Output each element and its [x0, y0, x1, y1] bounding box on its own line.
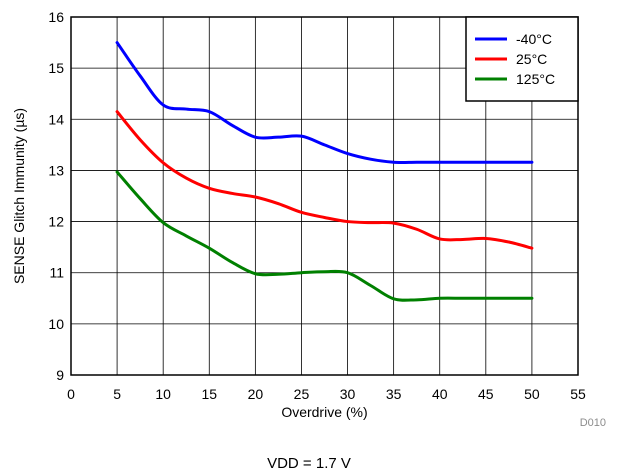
x-tick-label: 50	[524, 386, 540, 402]
series-line-minus40c	[115, 41, 534, 164]
legend: -40°C 25°C 125°C	[465, 16, 579, 102]
x-tick-label: 0	[67, 386, 75, 402]
x-tick-label: 35	[386, 386, 402, 402]
y-tick-label: 11	[49, 265, 64, 281]
y-tick-label: 12	[48, 214, 64, 230]
x-tick-label: 25	[294, 386, 310, 402]
series-line-25c	[115, 110, 534, 250]
legend-label-125c: 125°C	[516, 71, 555, 87]
x-tick-label: 5	[113, 386, 121, 402]
legend-label-25c: 25°C	[516, 51, 547, 67]
x-axis-title: Overdrive (%)	[281, 404, 367, 420]
x-tick-label: 30	[340, 386, 356, 402]
y-axis-title: SENSE Glitch Immunity (µs)	[11, 108, 27, 284]
series-line-125c	[115, 170, 534, 302]
x-tick-label: 15	[201, 386, 217, 402]
x-axis-ticks: 0 5 10 15 20 25 30 35 40 45 50 55	[67, 386, 586, 402]
x-tick-label: 55	[570, 386, 586, 402]
x-tick-label: 10	[155, 386, 171, 402]
plot-frame	[70, 16, 579, 376]
x-tick-label: 20	[248, 386, 264, 402]
figure-id: D010	[580, 417, 606, 429]
y-axis-ticks: 9 10 11 12 13 14 15 16	[48, 9, 64, 383]
series-lines	[115, 41, 534, 302]
legend-label-minus40c: -40°C	[516, 31, 552, 47]
y-tick-label: 13	[48, 162, 64, 178]
y-tick-label: 10	[48, 316, 64, 332]
y-tick-label: 9	[56, 367, 64, 383]
y-tick-label: 14	[48, 111, 64, 127]
x-tick-label: 45	[478, 386, 494, 402]
y-tick-label: 15	[48, 60, 64, 76]
y-tick-label: 16	[48, 9, 64, 25]
x-tick-label: 40	[432, 386, 448, 402]
caption: VDD = 1.7 V	[267, 455, 351, 472]
